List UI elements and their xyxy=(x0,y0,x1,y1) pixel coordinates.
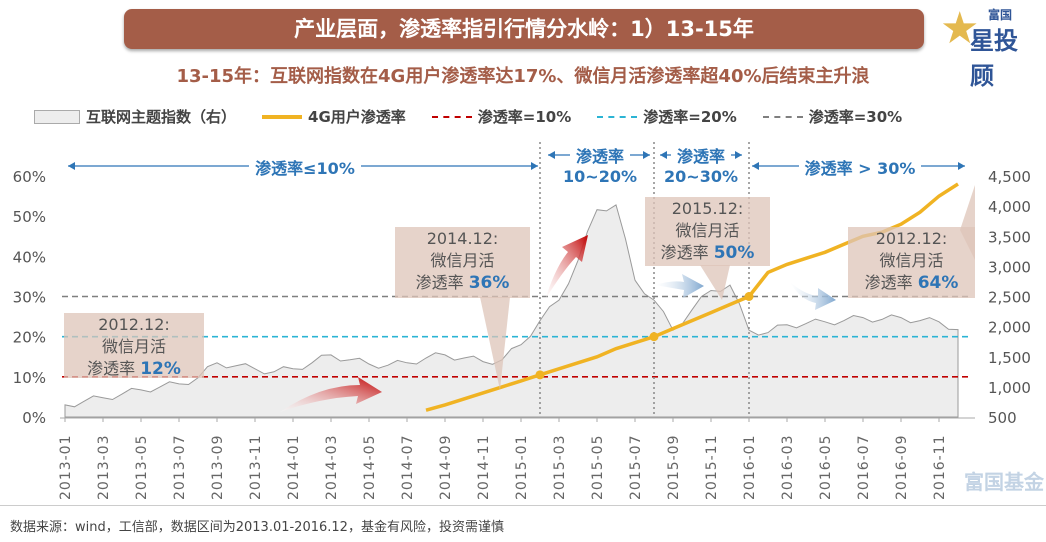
trend-right-arrow-icon xyxy=(655,274,704,298)
x-tick-label: 2013-07 xyxy=(172,435,188,501)
x-tick-label: 2013-01 xyxy=(58,435,74,501)
trend-up-arrow-icon xyxy=(545,235,588,300)
logo-big-text: 星投顾 xyxy=(970,27,1018,90)
arrow-left-icon xyxy=(660,151,667,159)
region-label-1: 渗透率≤10% xyxy=(230,155,380,179)
region-label-4: 渗透率 > 30% xyxy=(790,155,930,179)
x-tick-label: 2013-05 xyxy=(134,435,150,501)
annotation-2014: 2014.12: 微信月活 渗透率 36% xyxy=(395,227,530,298)
region-label-3: 渗透率 20~30% xyxy=(664,147,738,186)
x-tick-label: 2016-05 xyxy=(818,435,834,501)
legend-ref20: 渗透率=20% xyxy=(597,106,737,127)
index-area xyxy=(64,204,959,418)
annotation-2016: 2012.12: 微信月活 渗透率 64% xyxy=(848,227,975,298)
logo-small-text: 富国 xyxy=(988,8,1013,22)
y-right-tick: 1,000 xyxy=(988,379,1031,397)
x-tick-label: 2013-03 xyxy=(96,435,112,501)
x-tick-label: 2014-11 xyxy=(476,435,492,501)
annotation-2015: 2015.12: 微信月活 渗透率 50% xyxy=(645,197,770,266)
subtitle: 13-15年：互联网指数在4G用户渗透率达17%、微信月活渗透率超40%后结束主… xyxy=(176,66,870,87)
footer-divider xyxy=(0,505,1046,506)
slide-title: 产业层面，渗透率指引行情分水岭：1）13-15年 xyxy=(124,9,924,49)
star-icon: ★ xyxy=(940,3,980,54)
legend-label: 互联网主题指数（右） xyxy=(86,108,237,126)
arrow-right-icon xyxy=(643,151,650,159)
x-tick-label: 2016-11 xyxy=(932,435,948,501)
arrow-left-icon xyxy=(68,162,75,170)
intersection-dot xyxy=(744,292,754,301)
arrow-right-icon xyxy=(958,162,965,170)
y-right-tick: 4,000 xyxy=(988,198,1031,216)
x-tick-label: 2015-07 xyxy=(628,435,644,501)
x-tick-label: 2016-03 xyxy=(780,435,796,501)
annotation-pointer xyxy=(700,265,730,300)
legend-label: 渗透率=20% xyxy=(643,108,737,126)
intersection-dot xyxy=(535,370,545,380)
arrow-left-icon xyxy=(752,162,759,170)
y-left-tick: 30% xyxy=(13,289,46,307)
legend-ref30: 渗透率=30% xyxy=(762,106,903,127)
trend-down-arrow-icon xyxy=(790,282,836,310)
logo: ★ 富国 星投顾 xyxy=(940,3,1040,91)
legend-4g: 4G用户渗透率 xyxy=(262,106,406,127)
y-right-tick: 4,500 xyxy=(988,168,1031,186)
x-tick-label: 2014-03 xyxy=(324,435,340,501)
legend-ref10: 渗透率=10% xyxy=(431,106,572,127)
x-tick-label: 2016-09 xyxy=(894,435,910,501)
arrow-right-icon xyxy=(531,162,538,170)
legend-label: 渗透率=30% xyxy=(808,108,903,126)
x-tick-label: 2016-07 xyxy=(856,435,872,501)
arrow-left-icon xyxy=(548,151,555,159)
x-tick-label: 2014-07 xyxy=(400,435,416,501)
annotation-2012: 2012.12: 微信月活 渗透率 12% xyxy=(64,313,204,379)
trend-up-arrow-icon xyxy=(280,377,382,412)
y-left-tick: 10% xyxy=(13,369,46,387)
x-tick-label: 2015-11 xyxy=(704,435,720,501)
y-left-tick: 50% xyxy=(13,208,46,226)
y-right-tick: 3,000 xyxy=(988,258,1031,276)
x-tick-label: 2013-11 xyxy=(248,435,264,501)
legend-index: 互联网主题指数（右） xyxy=(34,106,236,127)
region-label-2: 渗透率 10~20% xyxy=(563,147,637,186)
x-tick-label: 2014-01 xyxy=(286,435,302,501)
y-right-tick: 2,500 xyxy=(988,289,1031,307)
y-right-tick: 500 xyxy=(988,409,1017,427)
legend-label: 4G用户渗透率 xyxy=(308,108,406,126)
y-left-tick: 60% xyxy=(13,168,46,186)
y-left-tick: 0% xyxy=(22,409,46,427)
y-right-tick: 2,000 xyxy=(988,319,1031,337)
chart-legend: 互联网主题指数（右） 4G用户渗透率 渗透率=10% 渗透率=20% 渗透率=3… xyxy=(34,106,928,127)
watermark: 富国基金 xyxy=(964,470,1044,494)
x-tick-label: 2013-09 xyxy=(210,435,226,501)
y-right-tick: 1,500 xyxy=(988,349,1031,367)
source-note: 数据来源：wind，工信部，数据区间为2013.01-2016.12，基金有风险… xyxy=(10,520,504,535)
x-tick-label: 2015-05 xyxy=(590,435,606,501)
annotation-pointer xyxy=(480,297,510,390)
y-left-tick: 20% xyxy=(13,329,46,347)
arrow-right-icon xyxy=(735,151,742,159)
x-tick-label: 2014-09 xyxy=(438,435,454,501)
x-tick-label: 2015-01 xyxy=(514,435,530,501)
x-tick-label: 2015-09 xyxy=(666,435,682,501)
x-tick-label: 2015-03 xyxy=(552,435,568,501)
legend-label: 渗透率=10% xyxy=(477,108,572,126)
x-tick-label: 2014-05 xyxy=(362,435,378,501)
y-left-tick: 40% xyxy=(13,248,46,266)
intersection-dot xyxy=(649,332,659,342)
x-tick-label: 2016-01 xyxy=(742,435,758,501)
y-right-tick: 3,500 xyxy=(988,228,1031,246)
